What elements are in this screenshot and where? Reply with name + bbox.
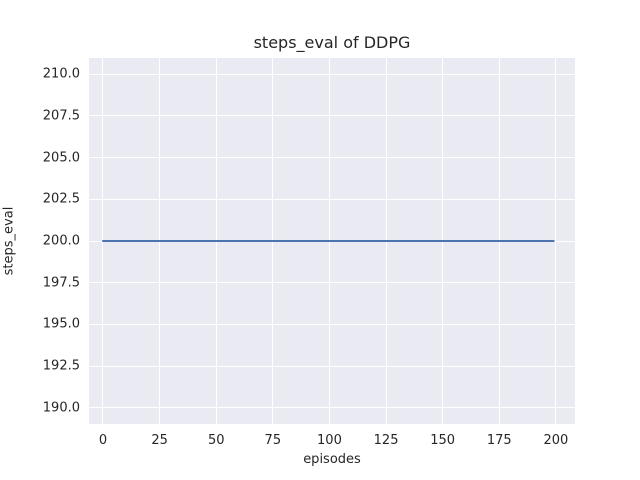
y-tick-label: 210.0 [42,66,80,82]
y-gridline [89,198,575,200]
chart-title: steps_eval of DDPG [253,33,411,52]
x-tick-label: 100 [317,433,342,448]
x-tick-label: 25 [151,433,168,448]
x-axis-label: episodes [303,452,361,467]
y-gridline [89,407,575,409]
x-tick-label: 200 [543,433,569,448]
y-tick-label: 192.5 [42,358,80,374]
y-tick-label: 205.0 [42,150,80,165]
y-tick-label: 197.5 [42,275,80,291]
y-tick-label: 202.5 [42,191,80,207]
y-axis-label: steps_eval [1,206,17,276]
y-gridline [89,282,575,284]
y-tick-label: 190.0 [42,400,80,416]
x-tick-label: 175 [486,433,512,448]
y-tick-label: 200.0 [42,233,80,249]
x-tick-label: 150 [430,433,456,448]
data-line-layer [101,240,555,242]
y-gridline [89,115,575,117]
x-tick-label: 125 [373,433,399,448]
y-tick-label: 207.5 [42,108,80,124]
x-tick-label: 75 [264,433,282,448]
y-gridline [89,323,575,325]
y-gridline [89,157,575,158]
y-gridline [89,365,575,367]
x-tick-label: 0 [98,433,108,448]
y-gridline [89,73,575,75]
y-tick-label: 195.0 [42,316,80,332]
x-tick-label: 50 [207,433,225,448]
plot-area [89,58,575,424]
